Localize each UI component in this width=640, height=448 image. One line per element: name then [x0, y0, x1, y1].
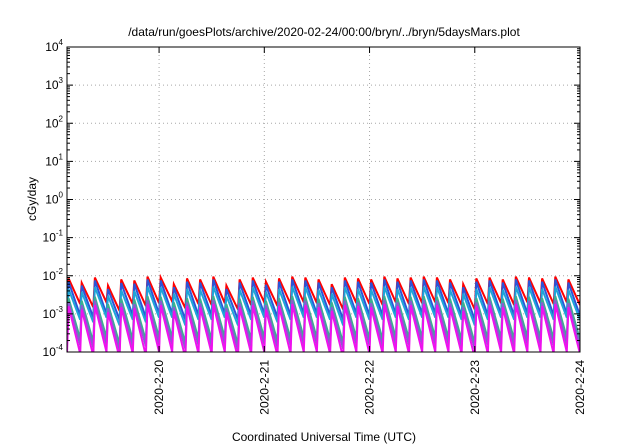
series-line-6 — [67, 303, 580, 352]
y-tick-label: 10-2 — [43, 267, 64, 283]
x-tick-label: 2020-2-20 — [152, 360, 166, 415]
x-tick-label: 2020-2-22 — [363, 360, 377, 415]
series-layer — [67, 273, 580, 352]
y-tick-label: 100 — [45, 191, 63, 207]
x-tick-label: 2020-2-23 — [468, 360, 482, 415]
y-tick-label: 104 — [45, 38, 63, 54]
x-tick-label: 2020-2-24 — [573, 360, 587, 415]
chart-title: /data/run/goesPlots/archive/2020-02-24/0… — [128, 25, 520, 39]
y-tick-label: 102 — [45, 114, 63, 130]
y-tick-label: 10-4 — [43, 343, 64, 359]
y-tick-label: 10-3 — [43, 305, 64, 321]
y-tick-label: 103 — [45, 76, 63, 92]
x-axis-label: Coordinated Universal Time (UTC) — [232, 430, 416, 444]
x-tick-label: 2020-2-21 — [257, 360, 271, 415]
x-axis-ticks: 2020-2-20 2020-2-21 2020-2-22 2020-2-23 2020… — [152, 47, 587, 415]
y-tick-label: 10-1 — [43, 229, 64, 245]
y-axis-label: cGy/day — [25, 177, 39, 221]
y-tick-label: 101 — [45, 152, 63, 168]
y-axis-ticks: 10-4 10-3 10-2 10-1 100 101 102 103 104 — [43, 38, 580, 359]
